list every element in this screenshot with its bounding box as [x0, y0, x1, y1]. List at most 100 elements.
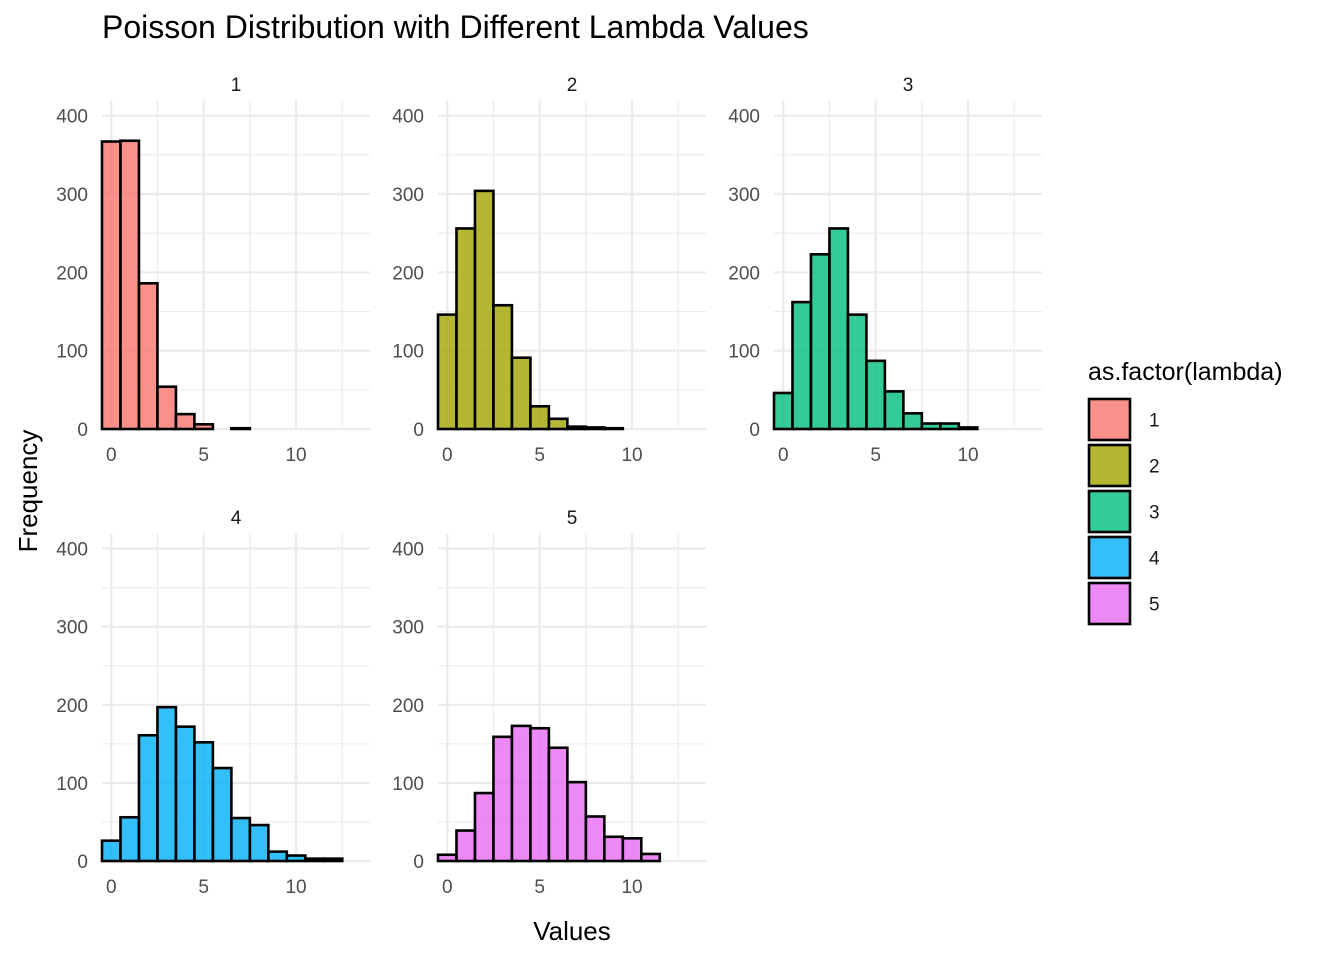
legend-label: 2: [1149, 457, 1160, 478]
x-tick-label: 0: [778, 445, 789, 466]
x-tick-label: 0: [442, 877, 453, 898]
legend-item-2: 2: [1087, 443, 1160, 488]
legend: as.factor(lambda) 1 2 3 4 5: [1087, 358, 1283, 626]
histogram-bar: 0: 8: [436, 853, 458, 863]
x-tick-label: 5: [534, 445, 545, 466]
y-tick-label: 0: [413, 852, 424, 873]
facet-strip-label: 5: [567, 508, 578, 529]
x-tick-label: 5: [534, 877, 545, 898]
x-tick-label: 10: [957, 445, 978, 466]
x-axis-title: Values: [533, 916, 611, 946]
x-tick-label: 10: [285, 445, 306, 466]
legend-key: [1087, 489, 1132, 534]
y-tick-label: 400: [392, 107, 424, 128]
facet-panel-1: 1 0: 3671: 3682: 1863: 544: 195: 6 7: 1 0 10…: [56, 75, 370, 466]
histogram-bar: 1: 56: [119, 815, 141, 863]
x-tick-label: 0: [106, 877, 117, 898]
facet-strip-label: 1: [231, 75, 242, 96]
histogram-bar: 2: 304: [473, 189, 495, 431]
histogram-bar: 10: 29: [621, 837, 643, 863]
histogram-bar: 0: 146: [436, 313, 458, 431]
histogram-bar: 9: 31: [603, 835, 625, 863]
y-tick-label: 0: [77, 852, 88, 873]
histogram-bar: 12: 3: [322, 857, 344, 863]
legend-label: 1: [1149, 411, 1160, 432]
y-tick-label: 300: [56, 185, 88, 206]
histogram-bar: 2: 186: [137, 281, 159, 431]
legend-item-5: 5: [1087, 581, 1160, 626]
histogram-bar: 0: 46: [772, 391, 794, 431]
legend-label: 5: [1149, 595, 1160, 616]
histogram-bar: 4: 173: [510, 724, 532, 863]
histogram-bar: 10: 2: [957, 426, 979, 431]
histogram-bar: 4: 146: [846, 313, 868, 431]
histogram-bar: 3: 197: [156, 705, 178, 863]
legend-label: 4: [1149, 549, 1160, 570]
histogram-bar: 3: 54: [156, 385, 178, 431]
legend-item-1: 1: [1087, 397, 1160, 442]
legend-label: 3: [1149, 503, 1160, 524]
histogram-bar: 2: 223: [809, 253, 831, 431]
histogram-bar: 11: 3: [304, 857, 326, 863]
histogram-bar: 7: 101: [566, 780, 588, 863]
histogram-bar: 3: 159: [492, 735, 514, 863]
histogram-bar: 11: 9: [640, 852, 662, 863]
x-tick-label: 5: [198, 445, 209, 466]
y-tick-label: 400: [56, 107, 88, 128]
histogram-bar: 6: 119: [211, 766, 233, 863]
facet-panel-4: 4 0: 261: 562: 1613: 1974: 1725: 1526: 11…: [56, 508, 370, 898]
facet-strip-label: 2: [567, 75, 578, 96]
facet-panels: 10: 3671: 3682: 1863: 544: 195: 67: 1010…: [56, 75, 1042, 898]
y-tick-label: 400: [728, 107, 760, 128]
y-tick-label: 0: [749, 420, 760, 441]
x-tick-label: 5: [870, 445, 881, 466]
histogram-bar: 7: 3: [566, 425, 588, 431]
histogram-bar: 9: 12: [267, 850, 289, 863]
y-tick-label: 100: [392, 342, 424, 363]
y-tick-label: 300: [56, 618, 88, 639]
y-tick-label: 400: [56, 540, 88, 561]
histogram-bar: 5: 87: [865, 359, 887, 431]
histogram-bar: 6: 145: [547, 746, 569, 863]
facet-panel-3: 3 0: 461: 1622: 2233: 2564: 1465: 876: 48…: [728, 75, 1042, 466]
y-tick-label: 400: [392, 540, 424, 561]
y-tick-label: 200: [392, 696, 424, 717]
y-tick-label: 0: [413, 420, 424, 441]
y-tick-label: 100: [392, 774, 424, 795]
y-tick-label: 200: [392, 263, 424, 284]
histogram-bar: 1: 39: [455, 829, 477, 863]
histogram-bar: 3: 256: [828, 227, 850, 431]
histogram-bar: 1: 162: [791, 300, 813, 431]
histogram-bar: 5: 152: [193, 740, 215, 863]
x-tick-label: 10: [285, 877, 306, 898]
histogram-bar: 4: 91: [510, 356, 532, 431]
legend-key: [1087, 581, 1132, 626]
histogram-bar: 6: 13: [547, 417, 569, 431]
histogram-bar: 6: 48: [883, 390, 905, 431]
chart-title: Poisson Distribution with Different Lamb…: [102, 9, 809, 45]
y-tick-label: 200: [728, 263, 760, 284]
legend-key: [1087, 535, 1132, 580]
legend-item-4: 4: [1087, 535, 1160, 580]
histogram-bar: 7: 55: [230, 816, 252, 863]
histogram-bar: 4: 19: [174, 412, 196, 431]
histogram-bar: 5: 170: [529, 726, 551, 863]
histogram-bar: 8: 46: [248, 823, 270, 863]
histogram-bar: 8: 7: [920, 422, 942, 431]
histogram-bar: 2: 161: [137, 733, 159, 863]
y-tick-label: 300: [392, 185, 424, 206]
histogram-bar: 10: 7: [285, 854, 307, 863]
histogram-bar: 2: 87: [473, 791, 495, 863]
histogram-bar: 0: 26: [100, 839, 122, 863]
x-tick-label: 10: [621, 445, 642, 466]
x-tick-label: 0: [106, 445, 117, 466]
y-tick-label: 300: [392, 618, 424, 639]
histogram-bar: 1: 256: [455, 227, 477, 431]
legend-key: [1087, 443, 1132, 488]
histogram-bar: 8: 2: [584, 426, 606, 431]
facet-panel-5: 5 0: 81: 392: 873: 1594: 1735: 1706: 1457…: [392, 508, 706, 898]
y-tick-label: 100: [728, 342, 760, 363]
histogram-bar: 5: 6: [193, 422, 215, 431]
y-tick-label: 300: [728, 185, 760, 206]
legend-title: as.factor(lambda): [1088, 358, 1283, 386]
